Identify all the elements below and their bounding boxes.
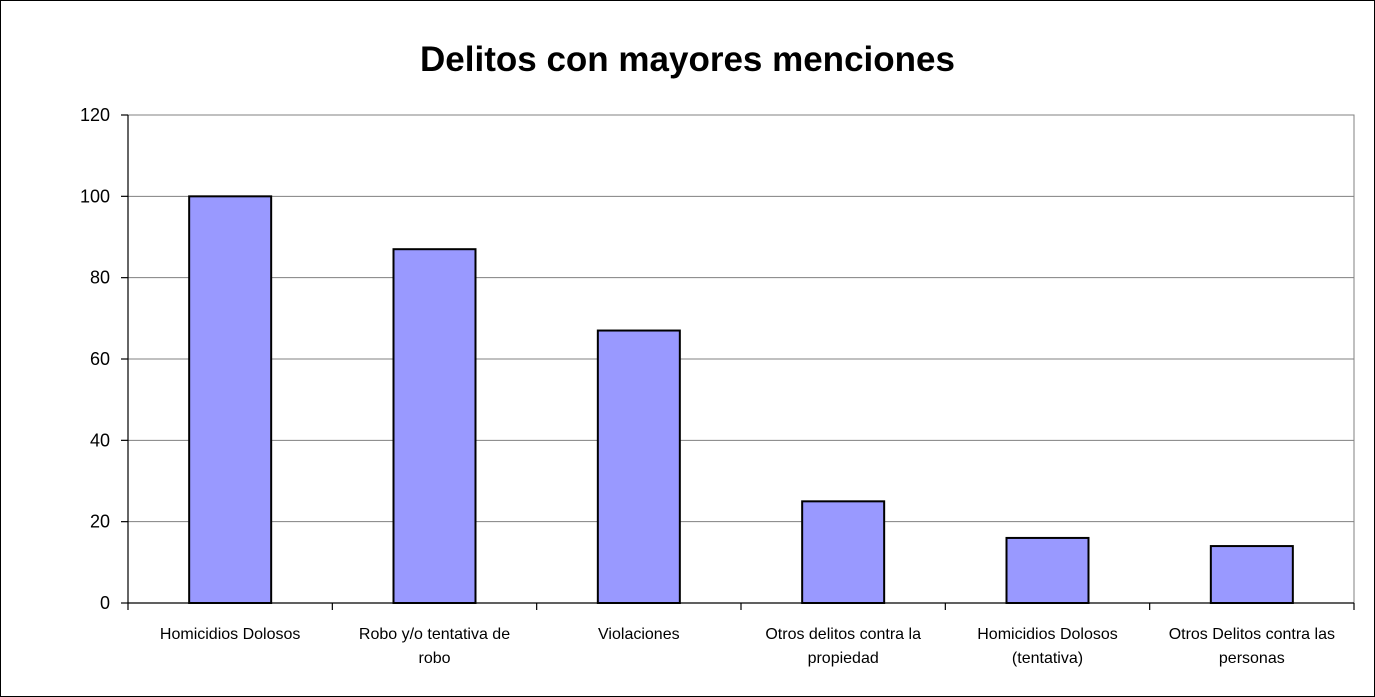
x-category-label-4-line-0: Homicidios Dolosos [977, 626, 1118, 643]
y-tick-label-0: 0 [100, 593, 110, 613]
y-tick-label-5: 100 [80, 186, 110, 206]
y-tick-label-4: 80 [90, 268, 110, 288]
x-category-label-0-line-0: Homicidios Dolosos [160, 626, 301, 643]
x-category-label-3-line-1: propiedad [808, 650, 879, 667]
x-category-label-1-line-0: Robo y/o tentativa de [359, 626, 510, 643]
y-tick-label-3: 60 [90, 349, 110, 369]
y-tick-label-1: 20 [90, 512, 110, 532]
x-category-label-3: Otros delitos contra la propiedad [765, 626, 921, 667]
x-category-label-4: Homicidios Dolosos (tentativa) [977, 626, 1118, 667]
x-category-label-3-line-0: Otros delitos contra la [765, 626, 921, 643]
y-tick-label-2: 40 [90, 430, 110, 450]
bar-3 [802, 501, 884, 603]
x-category-label-2-line-0: Violaciones [598, 626, 680, 643]
x-category-label-4-line-1: (tentativa) [1012, 650, 1083, 667]
gridlines [128, 115, 1354, 603]
x-category-label-5-line-0: Otros Delitos contra las [1169, 626, 1335, 643]
x-category-label-0: Homicidios Dolosos [160, 626, 301, 643]
bar-1 [394, 249, 476, 603]
x-category-label-5: Otros Delitos contra las personas [1169, 626, 1335, 667]
x-category-label-1-line-1: robo [418, 650, 450, 667]
x-category-label-5-line-1: personas [1219, 650, 1285, 667]
bar-2 [598, 331, 680, 603]
bar-4 [1007, 538, 1089, 603]
y-tick-label-6: 120 [80, 105, 110, 125]
bar-5 [1211, 546, 1293, 603]
x-category-label-2: Violaciones [598, 626, 680, 643]
bar-0 [189, 196, 271, 603]
x-category-label-1: Robo y/o tentativa de robo [359, 626, 510, 667]
